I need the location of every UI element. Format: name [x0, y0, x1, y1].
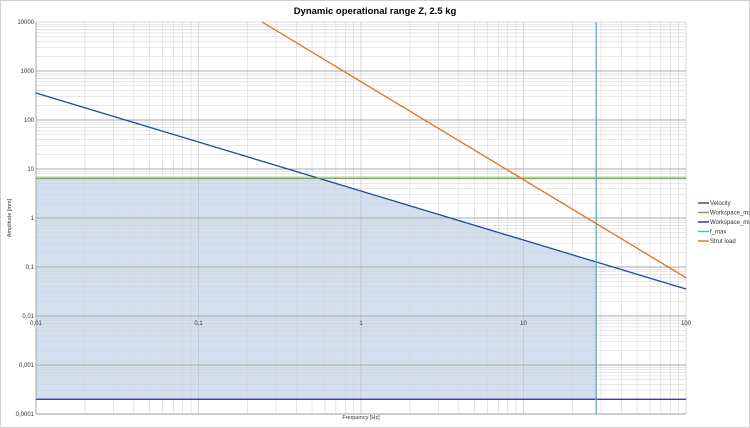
legend-label: Strut load — [710, 239, 736, 245]
y-tick-label: 0,0001 — [16, 412, 35, 418]
legend-label: Workspace_min — [710, 220, 750, 226]
chart-title: Dynamic operational range Z, 2.5 kg — [294, 6, 457, 17]
y-axis-label: Amplitude [mm] — [7, 198, 13, 237]
y-tick-label: 1000 — [21, 69, 35, 75]
y-tick-label: 10 — [27, 167, 34, 173]
x-tick-label: 100 — [681, 321, 692, 327]
x-tick-label: 10 — [520, 321, 527, 327]
y-tick-label: 0,001 — [19, 363, 35, 369]
legend-label: f_max — [710, 230, 726, 236]
series-line-strut-load — [261, 21, 687, 279]
x-tick-label: 0,01 — [30, 321, 42, 327]
legend-label: Velocity — [710, 201, 731, 207]
y-tick-label: 1 — [31, 216, 35, 222]
operational-range-area — [36, 178, 597, 400]
y-tick-label: 10000 — [17, 20, 34, 26]
x-tick-label: 1 — [359, 321, 363, 327]
x-axis-label: Frequency [Hz] — [342, 415, 380, 421]
y-tick-label: 100 — [24, 118, 35, 124]
y-tick-label: 0,01 — [22, 314, 34, 320]
x-tick-label: 0,1 — [194, 321, 203, 327]
y-tick-label: 0,1 — [26, 265, 35, 271]
series-line-velocity — [35, 92, 687, 290]
legend-label: Workspace_max — [710, 211, 750, 217]
